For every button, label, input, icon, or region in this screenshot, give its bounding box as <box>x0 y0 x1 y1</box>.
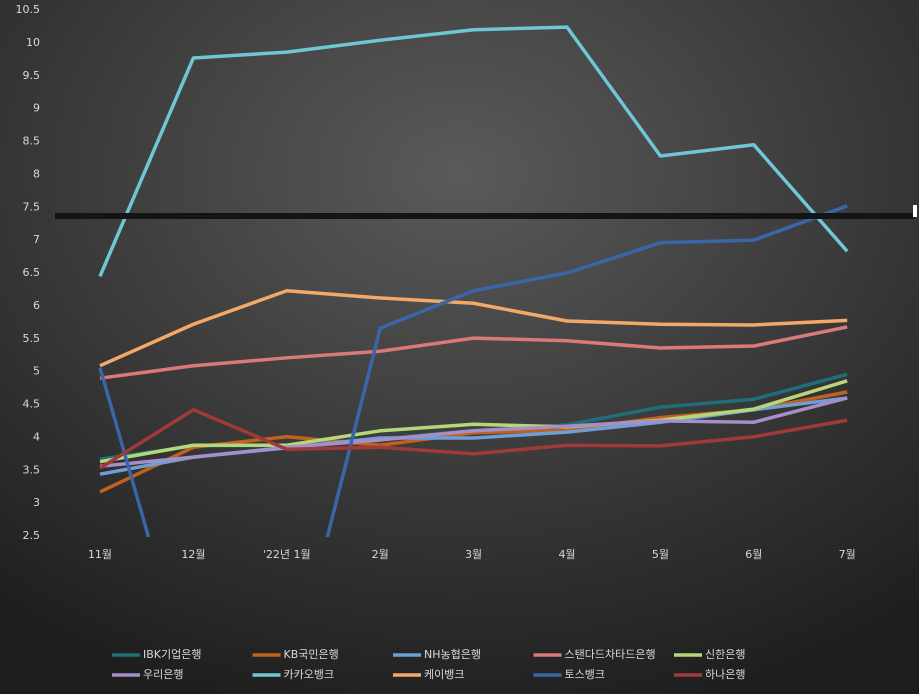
y-tick-label: 6 <box>33 299 40 312</box>
legend-label: 케이뱅크 <box>424 668 464 681</box>
series-line <box>98 204 848 537</box>
series-line <box>99 408 848 470</box>
x-tick-label: 6월 <box>745 548 762 561</box>
y-tick-label: 5.5 <box>23 332 41 345</box>
y-tick-label: 7 <box>33 233 40 246</box>
x-tick-label: 7월 <box>839 548 856 561</box>
x-tick-label: 3월 <box>465 548 482 561</box>
legend-label: NH농협은행 <box>424 648 481 661</box>
y-tick-label: 8 <box>33 167 40 180</box>
series-line <box>99 379 848 464</box>
series-line <box>99 325 848 380</box>
y-tick-label: 6.5 <box>23 266 41 279</box>
axis-break <box>55 213 915 219</box>
legend-label: 하나은행 <box>705 667 745 681</box>
legend-label: 우리은행 <box>143 668 183 681</box>
legend-label: 스탠다드차타드은행 <box>565 648 656 661</box>
y-tick-label: 10.5 <box>16 3 41 16</box>
y-tick-label: 4.5 <box>23 398 41 411</box>
axis-break-mark <box>913 205 917 217</box>
y-tick-label: 7.5 <box>23 200 41 213</box>
series-line <box>99 396 848 469</box>
y-tick-label: 8.5 <box>23 135 41 148</box>
x-tick-label: 2월 <box>372 548 389 561</box>
y-tick-label: 10 <box>26 36 40 49</box>
x-tick-label: 4월 <box>558 548 575 561</box>
x-tick-label: 5월 <box>652 548 669 561</box>
legend-label: 카카오뱅크 <box>284 668 335 681</box>
plot-area <box>98 25 849 537</box>
series-line <box>98 25 849 277</box>
y-tick-label: 9 <box>33 102 40 115</box>
y-tick-label: 4 <box>33 430 40 443</box>
y-tick-label: 3 <box>33 496 40 509</box>
x-tick-label: '22년 1월 <box>263 548 311 561</box>
legend-label: KB국민은행 <box>284 648 339 661</box>
y-tick-label: 2.5 <box>23 529 41 542</box>
legend-label: 토스뱅크 <box>565 668 605 681</box>
x-tick-label: 11월 <box>88 548 112 561</box>
y-tick-label: 5 <box>33 365 40 378</box>
y-tick-label: 9.5 <box>23 69 41 82</box>
y-tick-label: 3.5 <box>23 463 41 476</box>
legend-label: 신한은행 <box>705 648 745 661</box>
series-line <box>99 289 848 368</box>
x-tick-label: 12월 <box>181 548 205 561</box>
legend-label: IBK기업은행 <box>143 648 201 661</box>
